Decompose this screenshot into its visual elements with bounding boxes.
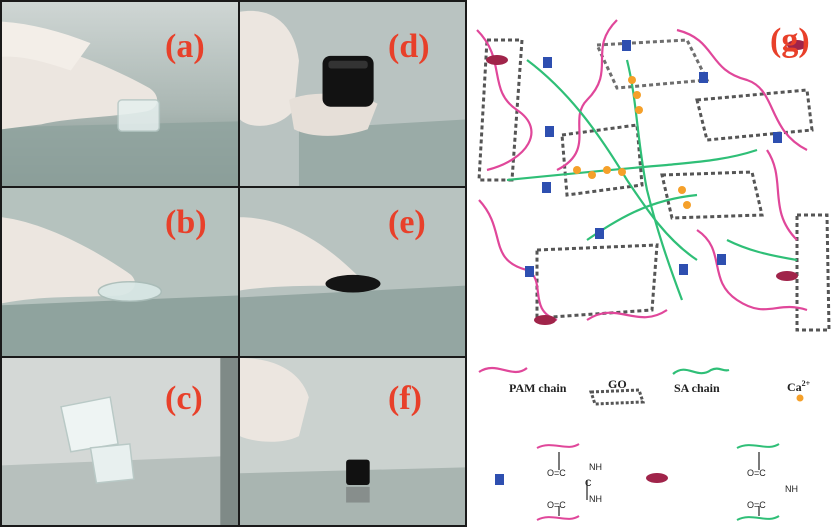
bond-1-lines bbox=[558, 452, 588, 516]
panel-label-f: (f) bbox=[388, 380, 422, 417]
go-sheet-5 bbox=[660, 170, 764, 220]
bond-1-bridge: C bbox=[585, 478, 592, 488]
square-crosslinks bbox=[525, 40, 782, 277]
bond-1-nh-bottom: NH bbox=[589, 494, 602, 504]
bond-2-nh: NH bbox=[785, 484, 798, 494]
photo-panel-d: (d) bbox=[238, 0, 467, 188]
panel-label-c: (c) bbox=[165, 380, 203, 417]
panel-label-d: (d) bbox=[388, 28, 430, 65]
network-schematic: (g) PAM chain GO SA chain Ca2+ O=C NH C … bbox=[465, 0, 831, 527]
legend-ca-charge: 2+ bbox=[801, 379, 811, 388]
legend-sa-swatch bbox=[672, 367, 730, 375]
photo-panel-a: (a) bbox=[0, 0, 240, 188]
photo-panel-e: (e) bbox=[238, 186, 467, 358]
legend-go-swatch bbox=[588, 388, 646, 406]
bond-2-bottom-carbonyl: O=C bbox=[747, 500, 766, 510]
bond-1-bottom-carbonyl: O=C bbox=[547, 500, 566, 510]
bond-1-nh-top: NH bbox=[589, 462, 602, 472]
photo-d-graphic bbox=[240, 2, 465, 186]
bond-2-top-carbonyl: O=C bbox=[747, 468, 766, 478]
photo-panel-c: (c) bbox=[0, 356, 240, 527]
bond-1-chains bbox=[536, 443, 580, 521]
legend-sa-label: SA chain bbox=[674, 381, 720, 395]
photo-e-graphic bbox=[240, 188, 465, 356]
legend-go-label: GO bbox=[608, 377, 627, 391]
go-sheet-2 bbox=[695, 88, 814, 142]
legend-ca-label: Ca2+ bbox=[787, 379, 810, 395]
photo-c-graphic bbox=[2, 358, 238, 525]
ellipse-crosslinks bbox=[486, 40, 807, 325]
photo-b-graphic bbox=[2, 188, 238, 356]
go-sheet-1 bbox=[594, 38, 710, 90]
bond-1-top-carbonyl: O=C bbox=[547, 468, 566, 478]
bond-2-chains bbox=[736, 443, 780, 521]
legend-ca-text: Ca bbox=[787, 380, 802, 394]
photo-panel-b: (b) bbox=[0, 186, 240, 358]
go-sheet-7 bbox=[795, 213, 831, 332]
photo-f-graphic bbox=[240, 358, 465, 525]
panel-label-g: (g) bbox=[770, 22, 810, 59]
legend-square-symbol bbox=[495, 474, 504, 485]
panel-label-a: (a) bbox=[165, 28, 205, 65]
ca-ions bbox=[573, 76, 691, 209]
network-diagram bbox=[476, 19, 831, 521]
legend-ellipse-symbol bbox=[646, 473, 668, 483]
legend-pam-label: PAM chain bbox=[509, 381, 567, 395]
photo-a-graphic bbox=[2, 2, 238, 186]
go-sheet-6 bbox=[535, 243, 659, 320]
legend-ca-dot bbox=[796, 394, 804, 402]
photo-panel-f: (f) bbox=[238, 356, 467, 527]
panel-label-e: (e) bbox=[388, 204, 426, 241]
legend-pam-swatch bbox=[478, 366, 528, 374]
panel-label-b: (b) bbox=[165, 204, 207, 241]
